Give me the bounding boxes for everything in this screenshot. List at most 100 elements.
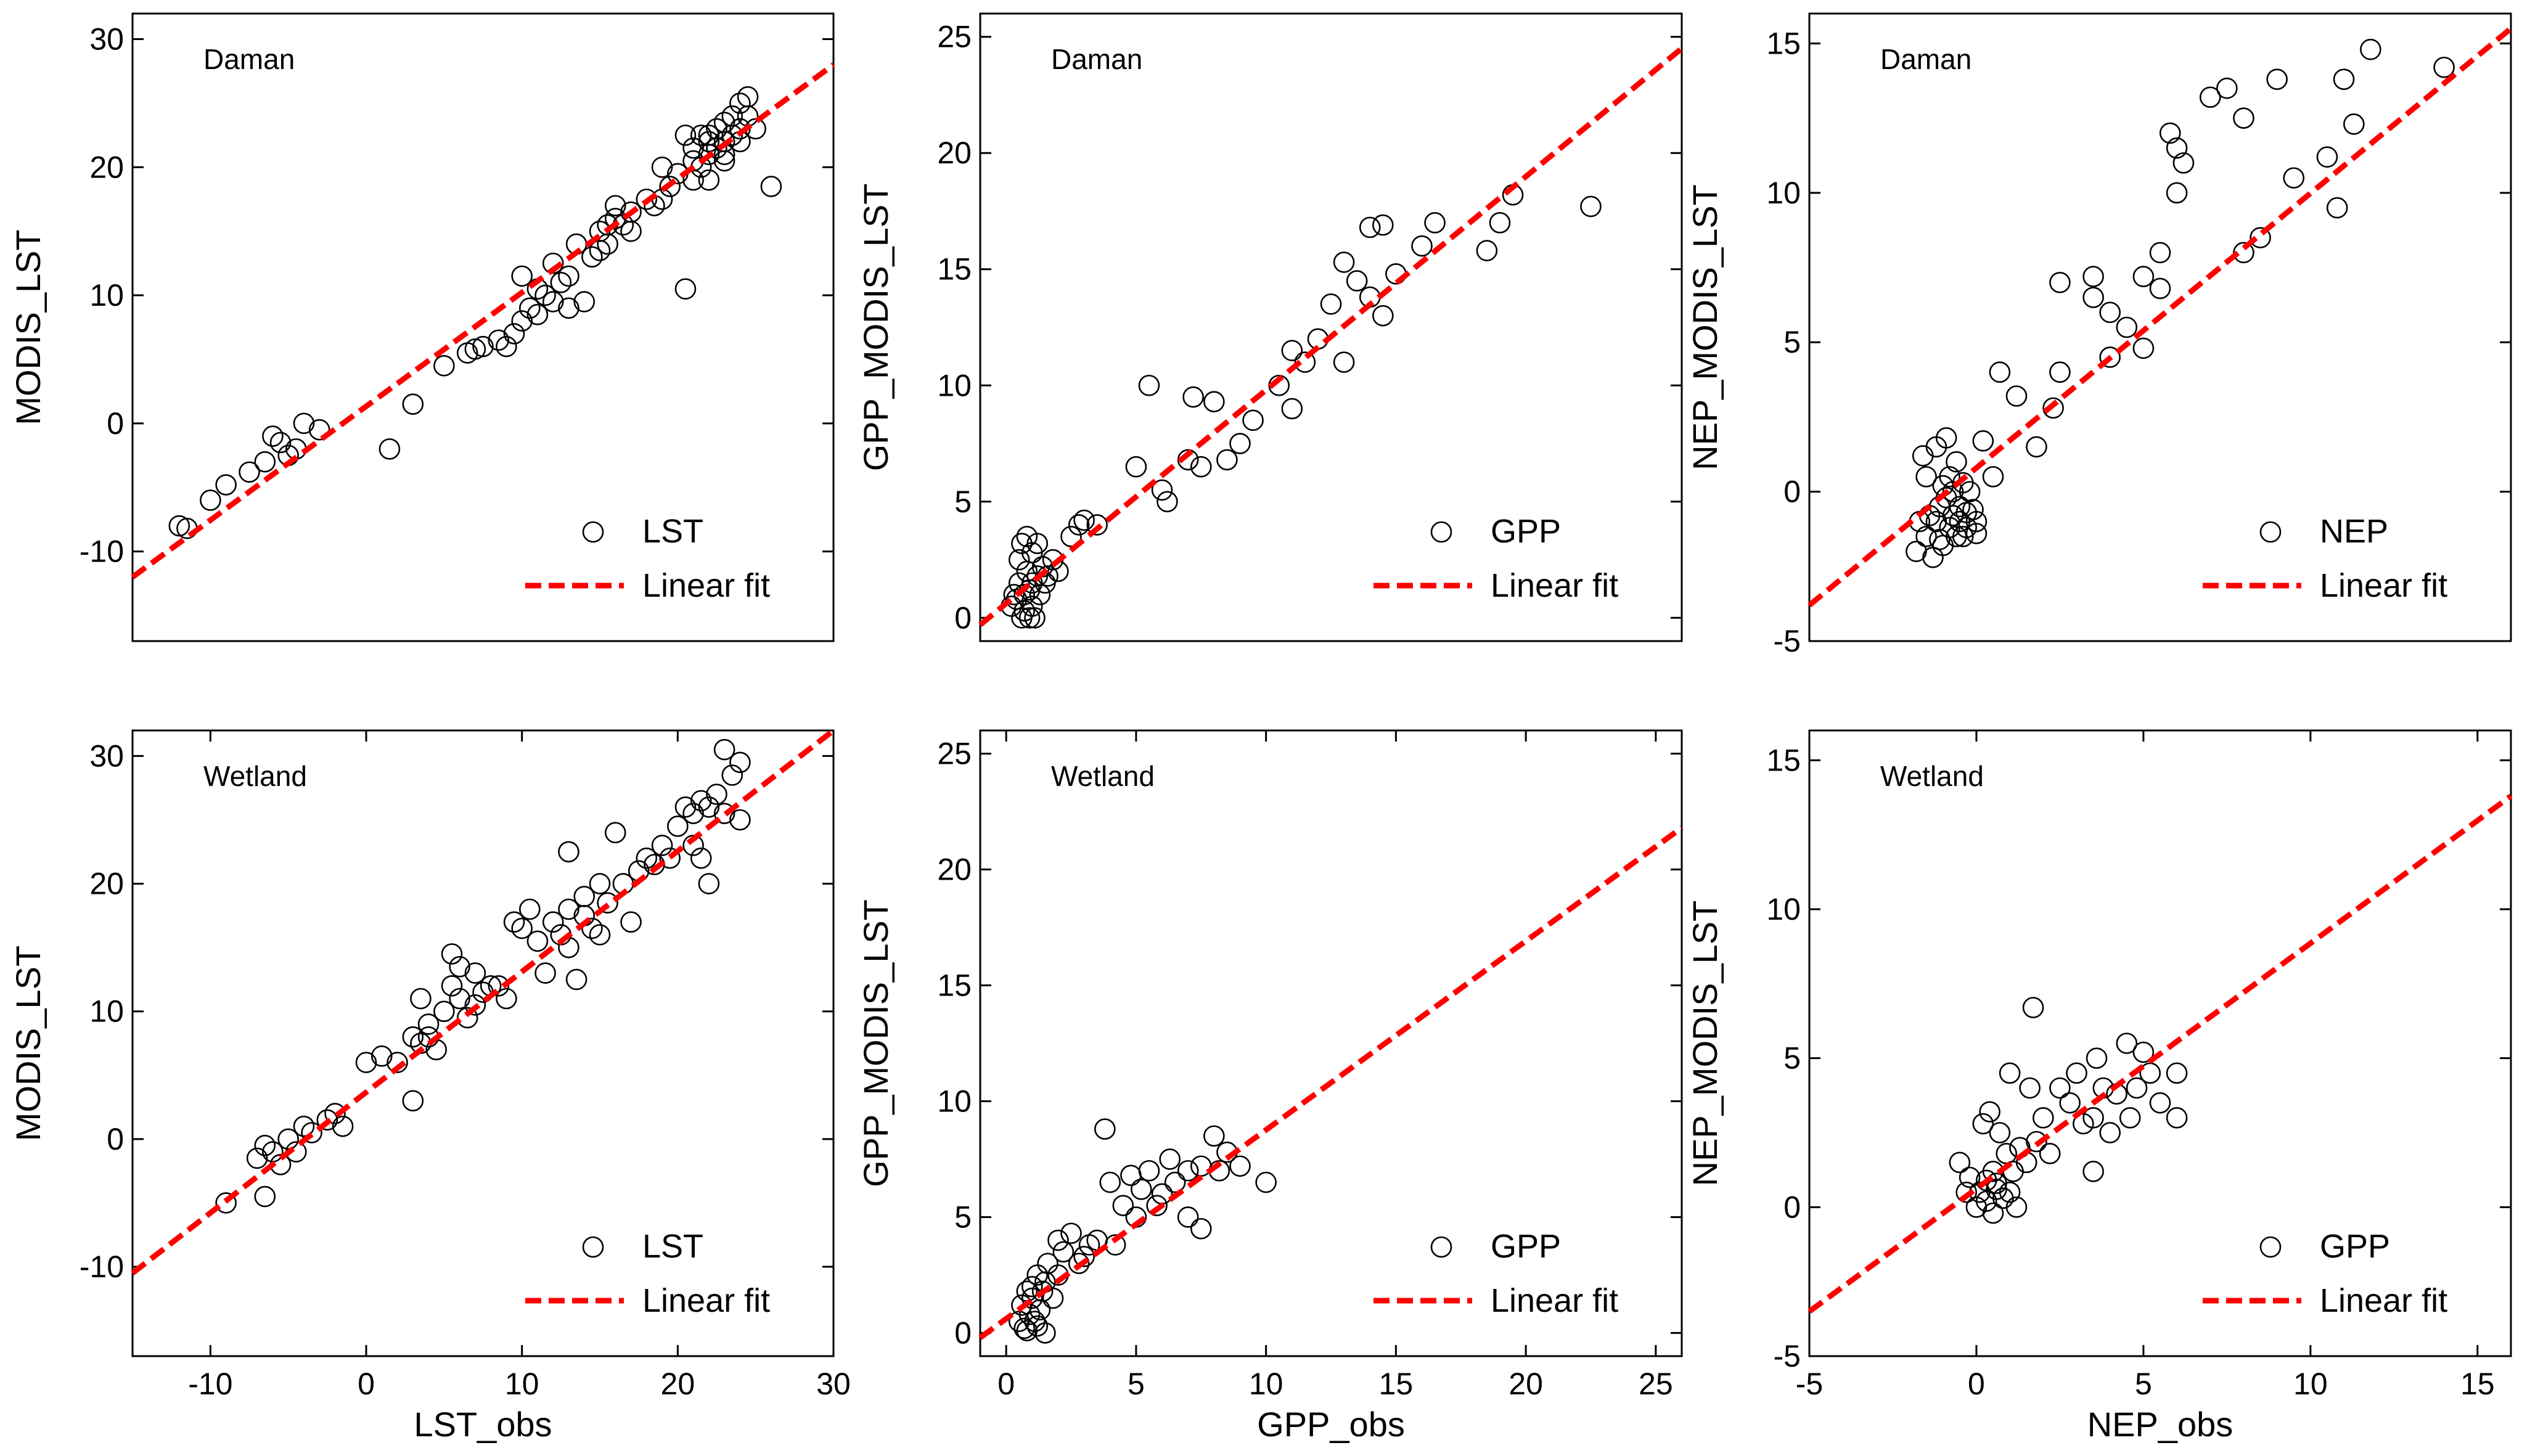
data-point <box>589 240 611 261</box>
data-point <box>1177 1159 1199 1182</box>
data-point <box>2116 1033 2138 1054</box>
x-tick-label: 5 <box>2135 1367 2152 1401</box>
data-point <box>1949 1151 1971 1174</box>
data-point <box>2059 1092 2081 1114</box>
data-point <box>1182 386 1204 408</box>
data-point <box>597 233 618 255</box>
y-axis-title: GPP_MODIS_LST <box>856 899 895 1187</box>
data-point <box>441 975 463 997</box>
data-point <box>558 297 579 319</box>
data-point <box>526 303 549 325</box>
data-point <box>464 994 486 1016</box>
data-point <box>1962 499 1984 521</box>
site-label: Daman <box>1051 43 1142 75</box>
legend-label-points: LST <box>642 1228 703 1265</box>
y-axis-title: GPP_MODIS_LST <box>856 184 895 472</box>
y-tick-label: 10 <box>89 994 124 1029</box>
data-point <box>534 962 556 984</box>
data-point <box>1982 1202 2004 1224</box>
data-point <box>2116 316 2138 338</box>
data-point <box>1068 514 1090 536</box>
data-point <box>1242 409 1264 431</box>
data-point <box>2149 242 2171 264</box>
data-point <box>2266 68 2288 90</box>
legend-marker-icon <box>582 1236 604 1258</box>
data-point <box>1164 1171 1186 1193</box>
data-point <box>2149 277 2171 300</box>
x-tick-label: 20 <box>1509 1367 1543 1401</box>
data-point <box>2049 271 2071 293</box>
data-point <box>1013 584 1035 605</box>
legend-label-points: GPP <box>1491 513 1561 550</box>
data-point <box>456 1007 478 1029</box>
axis-frame <box>979 729 1683 1357</box>
data-point <box>2082 1161 2104 1182</box>
data-point <box>1989 361 2011 383</box>
data-point <box>597 892 618 914</box>
site-label: Daman <box>203 43 295 75</box>
data-point <box>239 461 260 483</box>
legend-marker-icon <box>1430 1236 1452 1258</box>
data-point <box>2005 1196 2028 1218</box>
data-point <box>698 873 720 894</box>
data-point <box>2066 1062 2087 1084</box>
data-point <box>1203 391 1225 412</box>
data-point <box>1959 481 1981 502</box>
data-point <box>1372 214 1394 236</box>
panel-wetland-gpp: 0 5 10 15 20 25 0 5 10 15 20 25 GPP_MODIS_LST GPP_obs… <box>856 729 1684 1444</box>
y-tick-label: 0 <box>107 406 124 441</box>
data-point <box>1229 1155 1251 1177</box>
data-point <box>1151 479 1173 501</box>
data-point <box>698 169 720 191</box>
data-point <box>2132 337 2155 359</box>
data-point <box>2166 1107 2188 1129</box>
data-point <box>2216 77 2238 99</box>
data-point <box>1989 1122 2011 1143</box>
legend-marker-icon <box>1430 521 1452 543</box>
data-point <box>713 112 735 133</box>
data-point <box>636 847 658 869</box>
data-point <box>1013 1317 1035 1339</box>
data-point <box>674 278 697 300</box>
x-tick-label: -5 <box>1796 1367 1823 1401</box>
data-point <box>496 988 517 1010</box>
data-point <box>262 425 284 447</box>
y-tick-label: 20 <box>89 867 124 901</box>
legend-marker-icon <box>2259 521 2282 543</box>
data-point <box>1052 1241 1075 1263</box>
data-point <box>1008 549 1030 571</box>
data-point <box>1047 1229 1069 1251</box>
data-point <box>698 125 720 146</box>
data-point <box>269 431 292 454</box>
data-point <box>1190 1155 1212 1177</box>
data-point <box>581 246 603 268</box>
data-point <box>2049 1077 2071 1099</box>
y-tick-label: 5 <box>1783 325 1801 359</box>
data-point <box>1996 1143 2018 1164</box>
data-point <box>729 751 751 774</box>
x-tick-label: 25 <box>1639 1367 1673 1401</box>
axis-frame <box>1808 729 2512 1357</box>
x-tick-label: 10 <box>2293 1367 2328 1401</box>
data-point <box>1021 1275 1043 1298</box>
data-point <box>1060 1222 1082 1245</box>
data-point <box>2099 301 2121 324</box>
data-point <box>1333 252 1355 273</box>
data-point <box>371 1045 393 1067</box>
data-point <box>464 338 486 360</box>
legend-label-points: GPP <box>2320 1228 2390 1265</box>
x-axis-title: NEP_obs <box>2087 1405 2233 1444</box>
data-point <box>1912 445 1934 467</box>
data-point <box>558 265 579 287</box>
data-point <box>2049 361 2071 383</box>
data-point <box>1060 526 1082 547</box>
legend-marker-icon <box>2259 1236 2282 1258</box>
data-point <box>2139 1062 2161 1084</box>
data-point <box>760 176 782 197</box>
data-point <box>550 271 572 293</box>
data-point <box>379 438 401 460</box>
data-point <box>2132 1041 2155 1063</box>
data-point <box>1424 212 1446 234</box>
data-point <box>1068 1253 1090 1274</box>
data-point <box>2022 997 2044 1018</box>
